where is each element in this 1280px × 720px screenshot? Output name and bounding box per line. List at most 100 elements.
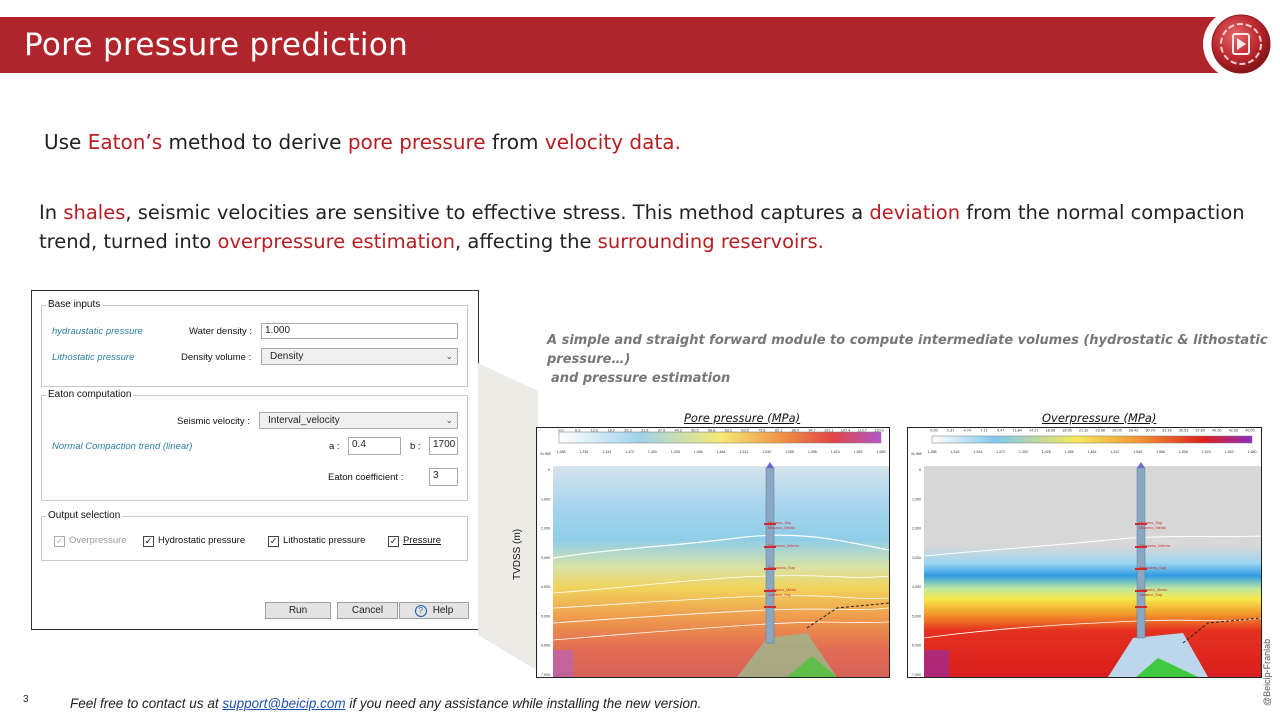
colorbar-tick-label: 30.79	[1145, 429, 1155, 433]
depth-tick-label: 2,000	[541, 527, 550, 531]
colorbar-tick-label: 9.47	[997, 429, 1004, 433]
support-email-link[interactable]: support@beicip.com	[222, 696, 346, 711]
xline-tick-label: 1,428	[1042, 450, 1051, 454]
well-marker-label: Mioceno_Medio	[1139, 526, 1166, 530]
colorbar-tick-label: 107.4	[841, 429, 851, 433]
xline-tick-label: 1,372	[996, 450, 1005, 454]
colorbar-tick-label: 16.58	[1046, 429, 1056, 433]
colorbar-tick-label: 18.9	[608, 429, 615, 433]
depth-tick-label: 6,000	[912, 644, 921, 648]
water-density-label: Water density :	[189, 326, 253, 337]
beicip-logo-icon	[1211, 14, 1271, 74]
colorbar-tick-label: 94.7	[808, 429, 815, 433]
well-marker-label: Jurasico_Sup	[768, 593, 791, 597]
xline-tick-label: 1,288	[928, 450, 937, 454]
pressure-checkbox[interactable]: ✓ Pressure	[388, 535, 442, 547]
depth-tick-label: 2,000	[912, 527, 921, 531]
output-selection-group: Output selection ✓ Overpressure ✓ Hydrosta…	[41, 510, 468, 561]
nct-label: Normal Compaction trend (linear)	[52, 441, 193, 452]
colorbar-tick-label: 56.8	[708, 429, 715, 433]
xline-axis-label: XLINE	[911, 452, 922, 456]
module-caption: A simple and straight forward module to …	[547, 333, 1268, 386]
xline-tick-label: 1,568	[1156, 450, 1165, 454]
xline-tick-label: 1,456	[1065, 450, 1074, 454]
colorbar-tick-label: 21.32	[1079, 429, 1089, 433]
water-density-field[interactable]: 1.000	[261, 323, 458, 339]
eaton-coefficient-field[interactable]: 3	[429, 468, 458, 486]
eaton-dialog: Base inputs hydraustatic pressure Water …	[31, 290, 479, 630]
run-button[interactable]: Run	[265, 602, 331, 619]
checkmark-icon: ✓	[54, 536, 65, 547]
xline-tick-label: 1,428	[671, 450, 680, 454]
well-marker-label: Mioceno_Sup	[1139, 521, 1162, 525]
base-inputs-legend: Base inputs	[46, 299, 103, 310]
hydrostatic-label: hydraustatic pressure	[52, 326, 143, 337]
footer-text: Feel free to contact us at support@beici…	[70, 696, 702, 711]
xline-tick-label: 1,316	[950, 450, 959, 454]
depth-tick-label: 7,000	[912, 673, 921, 677]
density-volume-label: Density volume :	[181, 352, 252, 363]
depth-tick-label: 4,000	[912, 585, 921, 589]
xline-tick-label: 1,484	[717, 450, 726, 454]
colorbar-tick-label: 35.53	[1179, 429, 1189, 433]
well-marker-label: Cretacico_Medio	[1139, 588, 1168, 592]
lithostatic-label: Lithostatic pressure	[52, 352, 135, 363]
hydrostatic-checkbox[interactable]: ✓ Hydrostatic pressure	[143, 535, 246, 547]
xline-tick-label: 1,624	[1202, 450, 1211, 454]
colorbar-tick-label: 50.5	[691, 429, 698, 433]
xline-tick-label: 1,512	[1110, 450, 1119, 454]
colorbar-tick-label: 88.4	[792, 429, 799, 433]
density-volume-value: Density	[270, 351, 304, 362]
a-label: a :	[329, 441, 340, 452]
colorbar-tick-label: 12.6	[591, 429, 598, 433]
seismic-velocity-select[interactable]: Interval_velocity ⌄	[259, 412, 458, 429]
colorbar-tick-label: 11.84	[1013, 429, 1022, 433]
eaton-computation-legend: Eaton computation	[46, 389, 134, 400]
description-paragraph: In shales, seismic velocities are sensit…	[39, 201, 1245, 253]
well-marker-label: Oligoceno_Inferior	[768, 544, 800, 548]
xline-tick-label: 1,288	[557, 450, 566, 454]
intro-text: Use Eaton’s method to derive pore pressu…	[44, 130, 681, 154]
colorbar-tick-label: 14.21	[1029, 429, 1039, 433]
colorbar-tick-label: 44.2	[674, 429, 681, 433]
colorbar-tick-label: 42.63	[1229, 429, 1239, 433]
chevron-down-icon: ⌄	[445, 351, 453, 361]
depth-tick-label: 3,000	[912, 556, 921, 560]
overpressure-checkbox[interactable]: ✓ Overpressure	[54, 535, 127, 547]
eaton-coefficient-label: Eaton coefficient :	[328, 472, 404, 483]
xline-tick-label: 1,456	[694, 450, 703, 454]
well-marker-label: Paleoceno_Sup	[1139, 566, 1166, 570]
lithostatic-checkbox[interactable]: ✓ Lithostatic pressure	[268, 535, 366, 547]
well-marker-label: Cretacico_Medio	[768, 588, 797, 592]
depth-tick-label: 5,000	[541, 614, 550, 618]
colorbar-tick-label: 28.42	[1129, 429, 1139, 433]
b-label: b :	[410, 441, 421, 452]
well-marker-label: Mioceno_Sup	[768, 521, 791, 525]
a-coefficient-field[interactable]: 0.4	[348, 437, 401, 455]
base-inputs-group: Base inputs hydraustatic pressure Water …	[41, 299, 468, 387]
well-marker-label: Mioceno_Medio	[768, 526, 795, 530]
overpressure-title: Overpressure (MPa)	[1042, 411, 1157, 425]
colorbar-tick-label: 69.5	[741, 429, 748, 433]
depth-tick-label: 0	[548, 468, 550, 472]
colorbar-tick-label: 25.3	[624, 429, 631, 433]
colorbar-tick-label: 7.11	[980, 429, 987, 433]
xline-tick-label: 1,680	[877, 450, 886, 454]
depth-tick-label: 6,000	[541, 644, 550, 648]
help-button[interactable]: ? Help	[399, 602, 469, 619]
checkmark-icon: ✓	[143, 536, 154, 547]
depth-tick-label: 5,000	[912, 614, 921, 618]
density-volume-select[interactable]: Density ⌄	[261, 348, 458, 365]
watermark-text: @Beicip-Franlab	[1262, 638, 1272, 706]
colorbar-tick-label: 120.0	[874, 429, 884, 433]
output-selection-legend: Output selection	[46, 510, 123, 521]
colorbar-tick-label: 4.74	[964, 429, 971, 433]
cancel-button[interactable]: Cancel	[337, 602, 398, 619]
colorbar-tick-label: 33.16	[1162, 429, 1172, 433]
well-marker-label: Paleoceno_Sup	[768, 566, 795, 570]
xline-tick-label: 1,316	[579, 450, 588, 454]
b-coefficient-field[interactable]: 1700	[429, 437, 458, 455]
overpressure-section: 0.00 2.37 4.74 7.11 9.47 11.84 14.21 16.58 18.95…	[907, 427, 1262, 678]
xline-tick-label: 1,652	[1225, 450, 1234, 454]
xline-tick-label: 1,540	[762, 450, 771, 454]
